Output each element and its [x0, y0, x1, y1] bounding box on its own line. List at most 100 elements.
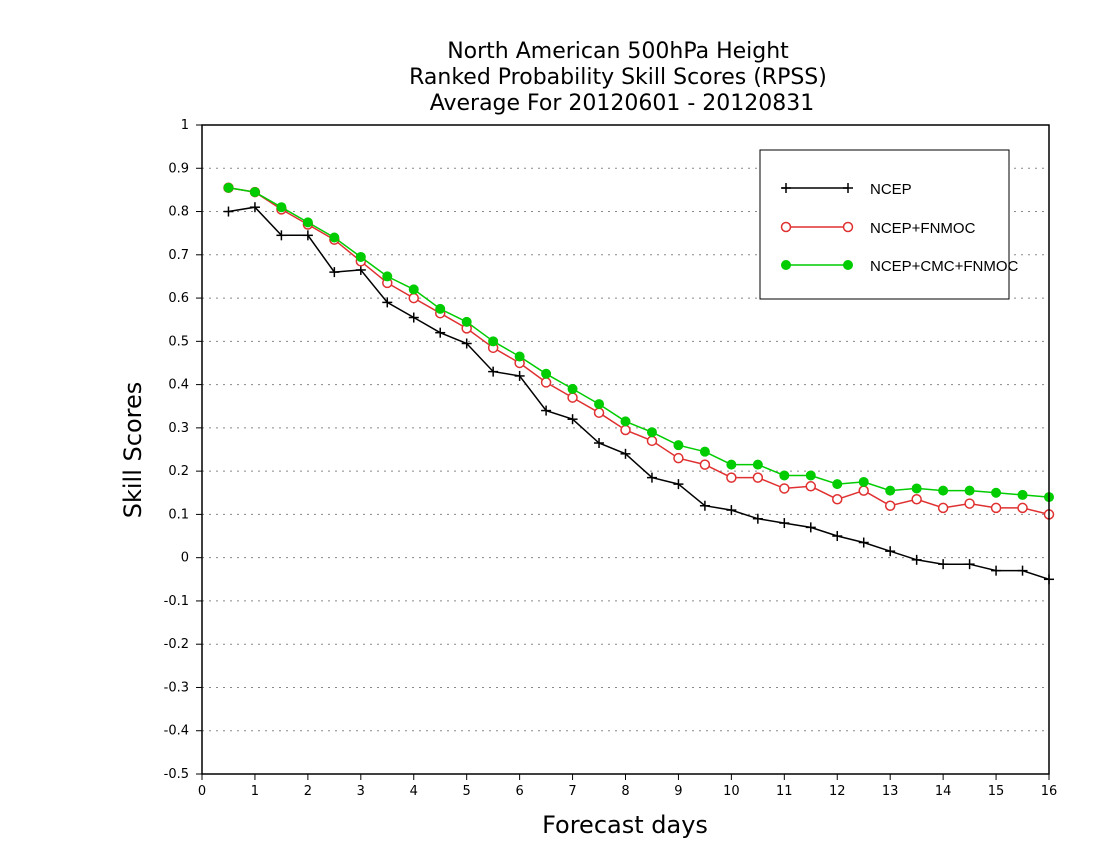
data-point-ncep-cmc-fnmoc: [461, 316, 472, 327]
data-point-ncep: [567, 414, 578, 425]
legend-box: [759, 149, 1010, 300]
data-point-ncep: [858, 537, 869, 548]
data-point-ncep-cmc-fnmoc: [805, 470, 816, 481]
data-point-ncep: [699, 500, 710, 511]
data-point-ncep-fnmoc: [620, 424, 631, 436]
data-point-ncep-cmc-fnmoc: [408, 284, 419, 295]
y-tick-label: 0.8: [168, 205, 189, 220]
data-point-ncep-fnmoc: [699, 459, 711, 470]
data-point-ncep-cmc-fnmoc: [673, 440, 684, 451]
data-point-ncep-fnmoc: [990, 502, 1002, 514]
data-point-ncep: [223, 206, 234, 217]
data-point-ncep: [302, 230, 313, 241]
data-point-ncep: [752, 513, 763, 524]
data-point-ncep-cmc-fnmoc: [223, 182, 234, 193]
data-point-ncep: [885, 546, 896, 557]
legend-marker-ncep-cmc-fnmoc: [843, 260, 853, 270]
legend: NCEP NCEP+FNMOC NCEP+CMC+FNMOC: [759, 149, 1019, 300]
data-point-ncep-cmc-fnmoc: [355, 251, 366, 262]
data-point-ncep-cmc-fnmoc: [938, 485, 949, 496]
x-axis-ticks: 0 1 2 3 4 5 6 7 8 9 10 11 12 13 14 15 16: [198, 774, 1057, 799]
data-point-ncep-cmc-fnmoc: [726, 459, 737, 470]
data-point-ncep: [779, 518, 790, 529]
y-axis-ticks: -0.5 -0.4 -0.3 -0.2 -0.1 0 0.1 0.2 0.3 0.4 0.5 0.6 0…: [164, 118, 202, 782]
data-point-ncep-cmc-fnmoc: [779, 470, 790, 481]
x-tick-label: 9: [674, 784, 682, 799]
legend-label-ncep: NCEP: [870, 181, 912, 198]
x-tick-label: 4: [410, 784, 418, 799]
y-tick-label: 0.1: [168, 507, 189, 522]
legend-label-ncep-cmc-fnmoc: NCEP+CMC+FNMOC: [870, 258, 1019, 275]
y-tick-label: 0: [181, 551, 189, 566]
data-point-ncep: [938, 559, 949, 570]
x-tick-label: 5: [463, 784, 471, 799]
data-point-ncep: [620, 448, 631, 459]
legend-marker-ncep-fnmoc: [780, 221, 792, 233]
data-point-ncep-cmc-fnmoc: [885, 485, 896, 496]
data-point-ncep: [832, 531, 843, 542]
data-point-ncep-fnmoc: [673, 452, 684, 464]
y-tick-label: 0.4: [168, 378, 189, 393]
data-point-ncep: [1017, 565, 1028, 576]
data-point-ncep-fnmoc: [779, 483, 790, 494]
data-point-ncep-fnmoc: [752, 472, 764, 483]
title-line-1: North American 500hPa Height: [447, 39, 789, 64]
data-point-ncep-fnmoc: [884, 500, 896, 511]
data-point-ncep: [435, 327, 446, 338]
y-tick-label: -0.5: [164, 767, 189, 782]
y-tick-label: 0.6: [168, 291, 189, 306]
data-point-ncep-fnmoc: [805, 481, 817, 492]
data-point-ncep-fnmoc: [408, 292, 419, 304]
data-point-ncep-fnmoc: [911, 494, 922, 505]
x-tick-label: 15: [988, 784, 1005, 799]
data-point-ncep-cmc-fnmoc: [276, 202, 287, 213]
data-point-ncep-fnmoc: [832, 494, 843, 505]
legend-label-ncep-fnmoc: NCEP+FNMOC: [870, 220, 976, 237]
data-point-ncep-fnmoc: [593, 407, 605, 418]
data-point-ncep: [461, 338, 472, 349]
y-tick-label: 0.7: [168, 248, 189, 263]
data-point-ncep: [726, 505, 737, 516]
data-point-ncep: [249, 202, 260, 213]
data-point-ncep: [594, 438, 605, 449]
data-point-ncep-cmc-fnmoc: [911, 483, 922, 494]
data-point-ncep-cmc-fnmoc: [1017, 489, 1028, 500]
y-tick-label: 0.5: [168, 334, 189, 349]
data-point-ncep-cmc-fnmoc: [249, 187, 260, 198]
x-tick-label: 0: [198, 784, 206, 799]
data-point-ncep-cmc-fnmoc: [646, 427, 657, 438]
title-line-2: Ranked Probability Skill Scores (RPSS): [409, 65, 827, 90]
data-point-ncep-cmc-fnmoc: [991, 487, 1002, 498]
data-point-ncep-cmc-fnmoc: [832, 479, 843, 490]
y-tick-label: 0.2: [168, 464, 189, 479]
x-tick-label: 11: [776, 784, 793, 799]
x-tick-label: 13: [882, 784, 899, 799]
data-point-ncep-cmc-fnmoc: [620, 416, 631, 427]
y-tick-label: -0.1: [164, 594, 189, 609]
data-point-ncep-cmc-fnmoc: [514, 351, 525, 362]
x-tick-label: 2: [304, 784, 312, 799]
x-tick-label: 6: [515, 784, 523, 799]
data-point-ncep-fnmoc: [1017, 502, 1028, 514]
data-point-ncep: [541, 405, 552, 416]
data-point-ncep: [991, 565, 1002, 576]
chart-title: North American 500hPa Height Ranked Prob…: [409, 39, 827, 116]
series-layer: [223, 182, 1055, 585]
data-point-ncep-cmc-fnmoc: [541, 368, 552, 379]
data-point-ncep: [673, 479, 684, 490]
series-ncep: [223, 202, 1054, 585]
data-point-ncep-fnmoc: [646, 435, 658, 447]
x-tick-label: 7: [568, 784, 576, 799]
y-tick-label: 0.3: [168, 421, 189, 436]
data-point-ncep-fnmoc: [937, 502, 949, 514]
data-point-ncep-cmc-fnmoc: [594, 399, 605, 410]
data-point-ncep: [382, 297, 393, 308]
x-tick-label: 3: [357, 784, 365, 799]
x-tick-label: 8: [621, 784, 629, 799]
data-point-ncep: [646, 472, 657, 483]
data-point-ncep: [514, 370, 525, 381]
legend-marker-ncep-fnmoc: [842, 221, 854, 233]
data-point-ncep: [355, 264, 366, 275]
data-point-ncep: [964, 559, 975, 570]
data-point-ncep-fnmoc: [540, 377, 552, 388]
